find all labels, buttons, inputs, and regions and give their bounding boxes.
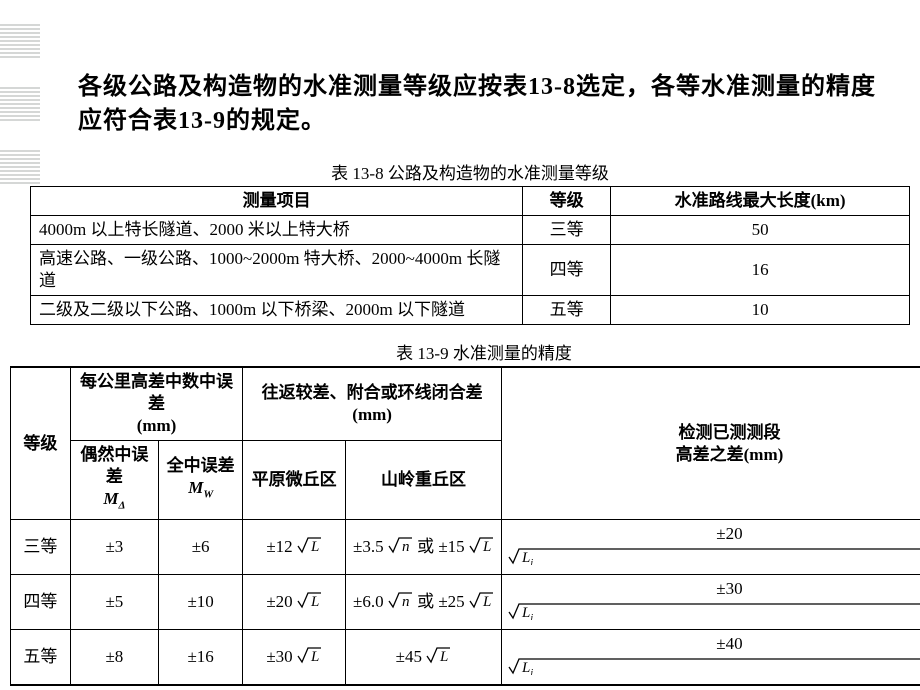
table9-note: 注：计算往返较差时，L 为水准点间的路线长度(km)；计算附合或环线闭合差时，L… (10, 686, 920, 690)
table-row: 4000m 以上特长隧道、2000 米以上特大桥 三等 50 (31, 216, 910, 245)
table-row: 五等±8±16±30 L±45 L±40 Li (11, 630, 920, 686)
table-row: 高速公路、一级公路、1000~2000m 特大桥、2000~4000m 长隧道 … (31, 245, 910, 296)
table9-caption: 表 13-9 水准测量的精度 (10, 339, 920, 364)
t8-h-length: 水准路线最大长度(km) (611, 187, 910, 216)
svg-text:Li: Li (521, 660, 533, 675)
svg-text:L: L (482, 539, 491, 554)
intro-text: 各级公路及构造物的水准测量等级应按表13-8选定，各等水准测量的精度应符合表13… (78, 70, 888, 138)
t8-h-grade: 等级 (523, 187, 611, 216)
svg-text:L: L (482, 594, 491, 609)
table-row: 三等±3±6±12 L±3.5 n 或 ±15 L±20 Li (11, 520, 920, 575)
svg-text:L: L (439, 649, 448, 664)
table-row: 二级及二级以下公路、1000m 以下桥梁、2000m 以下隧道 五等 10 (31, 296, 910, 325)
table8-caption: 表 13-8 公路及构造物的水准测量等级 (30, 159, 910, 184)
table-13-8: 测量项目 等级 水准路线最大长度(km) 4000m 以上特长隧道、2000 米… (30, 186, 910, 325)
svg-text:Li: Li (521, 605, 533, 620)
svg-text:L: L (310, 649, 319, 664)
svg-text:L: L (310, 594, 319, 609)
table-row: 四等±5±10±20 L±6.0 n 或 ±25 L±30 Li (11, 575, 920, 630)
svg-text:n: n (402, 539, 410, 554)
svg-text:Li: Li (521, 550, 533, 565)
table-13-9: 等级每公里高差中数中误差(mm)往返较差、附合或环线闭合差(mm)检测已测测段高… (10, 366, 920, 686)
svg-text:n: n (402, 594, 410, 609)
svg-text:L: L (310, 539, 319, 554)
t8-h-project: 测量项目 (31, 187, 523, 216)
